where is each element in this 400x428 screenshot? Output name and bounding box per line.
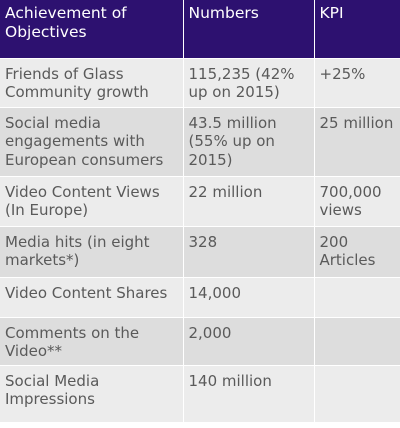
cell-kpi — [314, 317, 400, 365]
cell-objective: Media hits (in eight markets*) — [0, 226, 184, 277]
cell-number: 14,000 — [183, 277, 315, 317]
header-row: Achievement of Objectives Numbers KPI — [0, 0, 400, 58]
cell-objective: Social media engagements with European c… — [0, 107, 184, 176]
cell-objective: Friends of Glass Community growth — [0, 58, 184, 107]
table-row: Video Content Shares 14,000 — [0, 277, 400, 317]
table-row: Social media engagements with European c… — [0, 107, 400, 176]
cell-kpi: 200 Articles — [319, 232, 376, 270]
cell-kpi — [314, 277, 400, 317]
header-numbers: Numbers — [183, 0, 315, 58]
table-row: Media hits (in eight markets*) 328 200 A… — [0, 226, 400, 277]
table-header: Achievement of Objectives Numbers KPI — [0, 0, 400, 58]
header-achievement: Achievement of Objectives — [0, 0, 184, 58]
cell-number: 140 million — [183, 365, 315, 422]
cell-kpi: +25% — [319, 64, 366, 83]
cell-objective: Video Content Views (In Europe) — [0, 176, 184, 226]
table-row: Social Media Impressions 140 million — [0, 365, 400, 422]
header-kpi: KPI — [319, 4, 344, 22]
table-row: Friends of Glass Community growth 115,23… — [0, 58, 400, 107]
table-row: Video Content Views (In Europe) 22 milli… — [0, 176, 400, 226]
table-body: Friends of Glass Community growth 115,23… — [0, 58, 400, 422]
cell-number: 2,000 — [183, 317, 315, 365]
cell-number: 115,235 (42% up on 2015) — [183, 58, 315, 107]
cell-kpi: 700,000 views — [319, 182, 382, 220]
table-row: Comments on the Video** 2,000 — [0, 317, 400, 365]
cell-objective: Video Content Shares — [0, 277, 184, 317]
cell-number: 43.5 million (55% up on 2015) — [183, 107, 315, 176]
cell-objective: Social Media Impressions — [0, 365, 184, 422]
cell-kpi: 25 million — [319, 113, 394, 132]
cell-number: 328 — [183, 226, 315, 277]
cell-kpi — [314, 365, 400, 422]
cell-number: 22 million — [183, 176, 315, 226]
cell-objective: Comments on the Video** — [0, 317, 184, 365]
